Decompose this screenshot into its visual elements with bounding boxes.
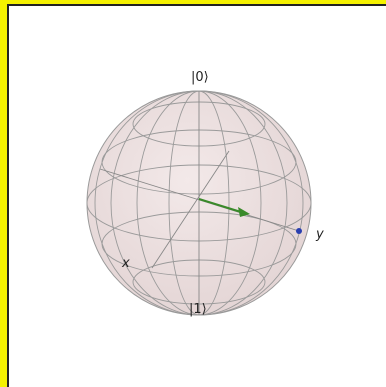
label-ket-0: |0⟩ — [191, 70, 209, 85]
state-vector-arrow — [198, 198, 250, 217]
x-axis-line — [151, 150, 230, 269]
figure-canvas: |0⟩ |1⟩ x y — [7, 4, 386, 387]
label-y-axis: y — [315, 227, 324, 242]
y-axis-point — [296, 228, 302, 234]
label-ket-1: |1⟩ — [189, 302, 207, 317]
label-x-axis: x — [121, 256, 130, 271]
bloch-sphere-diagram: |0⟩ |1⟩ x y — [86, 70, 324, 317]
